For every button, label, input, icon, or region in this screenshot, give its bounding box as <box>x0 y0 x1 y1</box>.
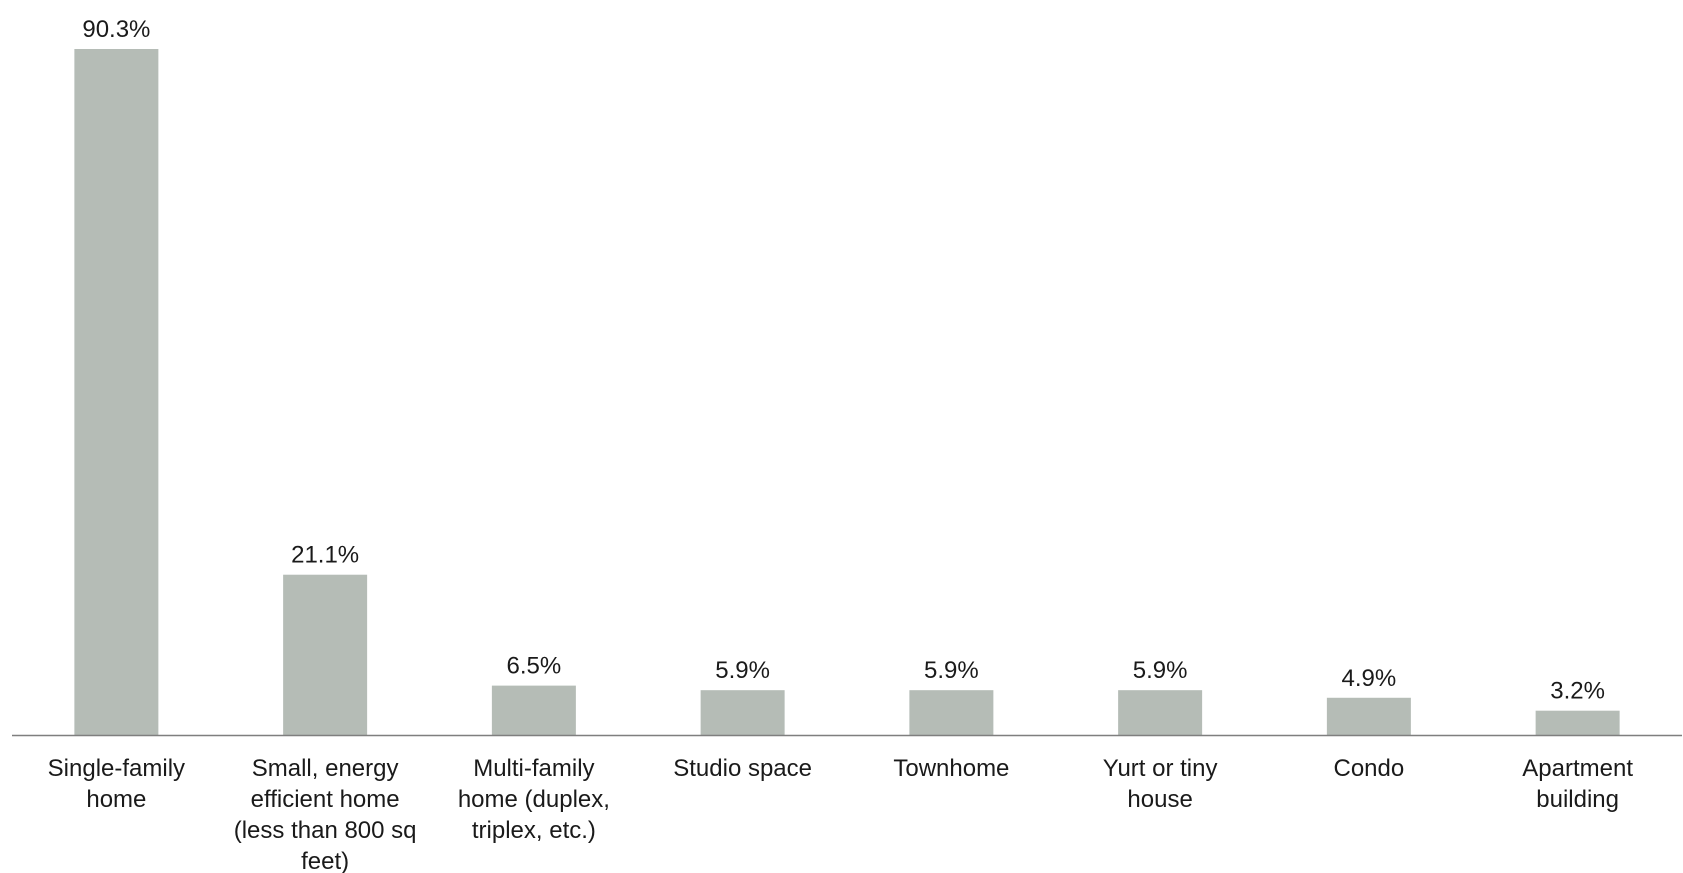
bar-2 <box>491 685 576 735</box>
category-label-5: Yurt or tiny house <box>1103 755 1218 813</box>
category-label-line: Townhome <box>893 755 1009 782</box>
value-label-3: 5.9% <box>715 657 770 684</box>
category-label-4: Townhome <box>893 755 1009 782</box>
category-label-7: Apartment building <box>1522 755 1633 813</box>
value-labels-group: 90.3% 21.1% 6.5% 5.9% 5.9% 5.9% 4.9% 3.2% <box>82 16 1605 705</box>
category-label-line: Apartment <box>1522 755 1633 782</box>
category-label-line: Single-family <box>48 755 185 782</box>
category-label-line: feet) <box>301 848 349 873</box>
value-label-1: 21.1% <box>291 542 359 569</box>
bar-4 <box>909 690 994 735</box>
category-label-line: triplex, etc.) <box>472 817 596 844</box>
bars-group <box>74 49 1620 735</box>
category-label-line: home (duplex, <box>458 786 610 813</box>
category-label-line: home <box>86 786 146 813</box>
category-label-3: Studio space <box>673 755 812 782</box>
category-label-line: efficient home <box>251 786 400 813</box>
category-label-line: Small, energy <box>252 755 399 782</box>
category-labels-group: Single-family home Small, energy efficient … <box>48 755 1634 873</box>
category-label-1: Small, energy efficient home (less than 80… <box>234 755 417 873</box>
category-label-6: Condo <box>1334 755 1405 782</box>
bar-1 <box>283 574 368 735</box>
category-label-line: Studio space <box>673 755 812 782</box>
bar-6 <box>1326 697 1411 735</box>
category-label-2: Multi-family home (duplex, triplex, etc.) <box>458 755 610 844</box>
category-label-line: Condo <box>1334 755 1405 782</box>
value-label-7: 3.2% <box>1550 678 1605 705</box>
category-label-0: Single-family home <box>48 755 185 813</box>
category-label-line: (less than 800 sq <box>234 817 417 844</box>
category-label-line: building <box>1536 786 1619 813</box>
value-label-6: 4.9% <box>1342 665 1397 692</box>
value-label-5: 5.9% <box>1133 657 1188 684</box>
category-label-line: house <box>1127 786 1192 813</box>
bar-3 <box>700 690 785 735</box>
category-label-line: Yurt or tiny <box>1103 755 1218 782</box>
value-label-0: 90.3% <box>82 16 150 43</box>
bar-0 <box>74 49 159 735</box>
bar-5 <box>1118 690 1203 735</box>
bar-7 <box>1535 710 1620 735</box>
value-label-2: 6.5% <box>507 653 562 680</box>
category-label-line: Multi-family <box>473 755 594 782</box>
value-label-4: 5.9% <box>924 657 979 684</box>
